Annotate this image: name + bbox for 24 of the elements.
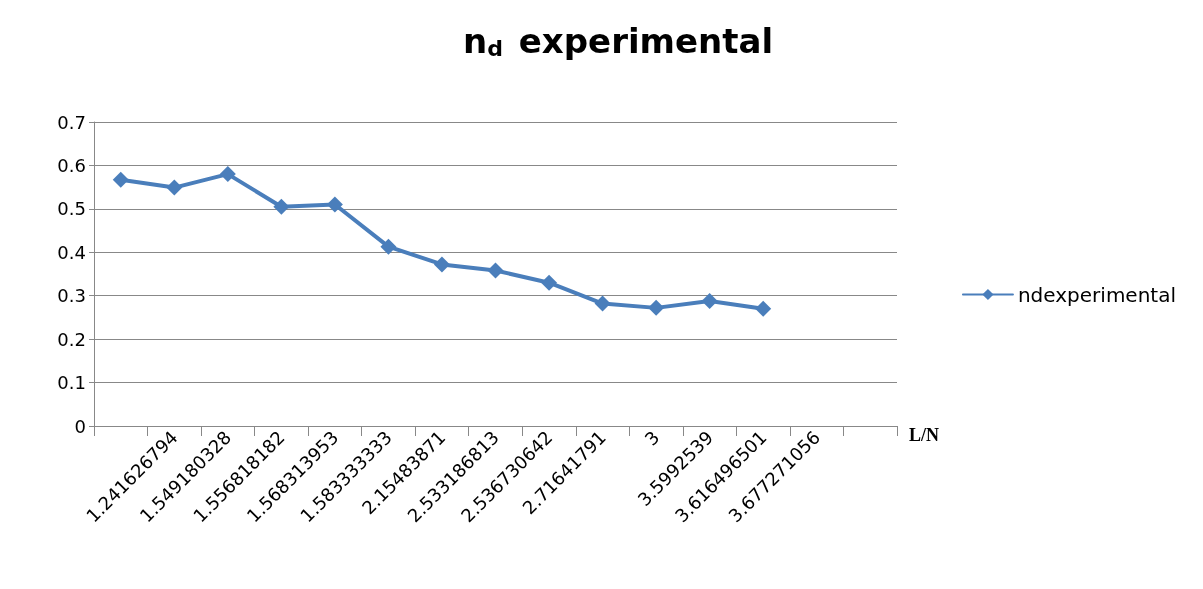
point: [219, 166, 236, 183]
chart-title: nd experimental: [463, 21, 774, 61]
y-tick-label: 0.7: [57, 111, 86, 133]
point: [326, 196, 343, 213]
point: [487, 262, 504, 279]
y-tick-label: 0.5: [57, 198, 86, 220]
point: [433, 256, 450, 273]
y-tick-label: 0.1: [57, 372, 86, 394]
point: [701, 292, 718, 309]
y-tick-label: 0.3: [57, 285, 86, 307]
point: [112, 171, 129, 188]
legend-label: ndexperimental: [1017, 282, 1177, 307]
y-tick-label: 0.2: [57, 328, 86, 350]
y-tick-label: 0.6: [57, 154, 86, 176]
point: [755, 300, 772, 317]
point: [273, 198, 290, 215]
point: [648, 299, 665, 316]
point: [166, 179, 183, 196]
point: [380, 238, 397, 255]
y-tick-label: 0: [74, 415, 86, 437]
x-axis-title: L/N: [909, 425, 940, 445]
point: [541, 274, 558, 291]
point: [594, 295, 611, 312]
y-tick-label: 0.4: [57, 241, 86, 263]
